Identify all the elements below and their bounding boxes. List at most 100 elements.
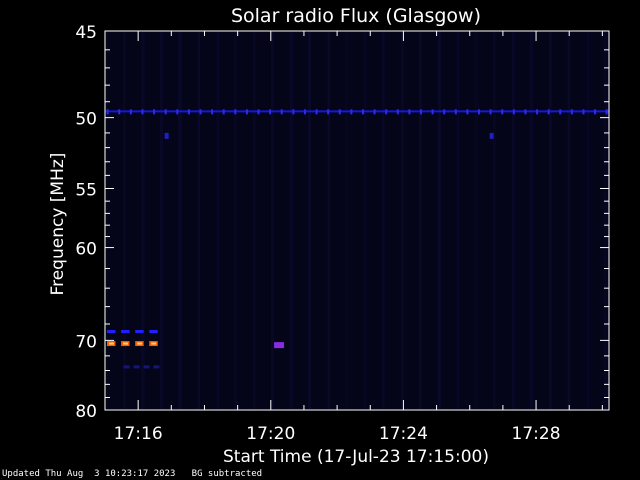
noise-stripe [606,32,607,409]
noise-stripe [549,32,550,409]
noise-stripe [329,32,330,409]
noise-stripe [162,32,163,409]
noise-stripe [568,32,569,409]
noise-stripe [366,32,367,409]
burst-segment [135,329,144,333]
persistent-line-tick [512,109,515,115]
emission-spot [274,342,285,349]
x-axis-label: Start Time (17-Jul-23 17:15:00) [223,447,489,467]
x-axis: 17:16 17:20 17:24 17:28 [114,31,603,444]
noise-stripe [401,32,402,409]
noise-stripe [383,32,384,409]
noise-stripe [124,32,125,409]
noise-stripe [364,32,365,409]
noise-stripe [495,32,496,409]
noise-stripe [456,32,457,409]
noise-stripe [327,32,328,409]
noise-stripe [216,32,217,409]
noise-stripe [234,32,235,409]
persistent-line-tick [524,109,527,115]
persistent-line-tick [199,109,202,115]
emission-spot [164,132,169,139]
x-tick-label: 17:20 [246,424,295,444]
persistent-line-tick [361,109,364,115]
noise-stripe [253,32,254,409]
persistent-line-tick [536,109,539,115]
noise-stripe [365,32,366,409]
persistent-line-tick [315,109,318,115]
noise-stripe [197,32,198,409]
burst-core [109,342,114,345]
noise-stripe [586,32,587,409]
noise-stripe [255,32,256,409]
persistent-line-tick [454,109,457,115]
noise-stripe [419,32,420,409]
y-axis-label: Frequency [MHz] [48,153,68,296]
persistent-line-tick [547,109,550,115]
noise-stripe [494,32,495,409]
burst-segment [143,365,150,369]
burst-core [137,342,143,345]
plot-background [105,31,609,410]
updated-timestamp: Updated Thu Aug 3 10:23:17 2023 [2,469,176,479]
noise-stripe [291,32,292,409]
persistent-line-tick [153,109,156,115]
persistent-line-tick [234,109,237,115]
noise-stripe [144,32,145,409]
noise-stripe [346,32,347,409]
persistent-line-tick [408,109,411,115]
noise-stripe [347,32,348,409]
y-tick-label: 70 [75,332,97,352]
noise-stripe [403,32,404,409]
persistent-line-tick [211,109,214,115]
noise-stripe [550,32,551,409]
noise-stripe [402,32,403,409]
noise-stripe [530,32,531,409]
noise-stripe [439,32,440,409]
noise-stripe [309,32,310,409]
y-axis: 45 50 55 60 70 80 [75,23,609,422]
persistent-line-tick [385,109,388,115]
x-tick-label: 17:28 [512,424,561,444]
persistent-line-tick [350,109,353,115]
noise-stripe [143,32,144,409]
noise-stripe [142,32,143,409]
plot-frame [104,30,610,411]
persistent-line-tick [187,109,190,115]
y-tick-label: 55 [75,181,97,201]
persistent-line-tick [338,109,341,115]
noise-stripe [217,32,218,409]
persistent-line-tick [559,109,562,115]
noise-stripe [292,32,293,409]
noise-stripe [290,32,291,409]
noise-stripe [345,32,346,409]
burst-segment [123,365,130,369]
noise-stripe [179,32,180,409]
persistent-line-tick [501,109,504,115]
noise-stripe [181,32,182,409]
y-tick-label: 50 [75,110,97,130]
noise-stripe [272,32,273,409]
noise-stripe [160,32,161,409]
persistent-line-tick [176,109,179,115]
noise-stripe [587,32,588,409]
persistent-line-tick [396,109,399,115]
noise-stripe [457,32,458,409]
persistent-line-tick [431,109,434,115]
noise-stripe [198,32,199,409]
bg-subtracted-note: BG subtracted [191,469,263,479]
y-tick-label: 45 [75,23,97,43]
x-tick-label: 17:16 [114,424,163,444]
noise-stripe [384,32,385,409]
noise-stripe [310,32,311,409]
noise-stripe [475,32,476,409]
noise-stripe [569,32,570,409]
burst-segment [153,365,160,369]
noise-stripe [513,32,514,409]
persistent-line-tick [582,109,585,115]
burst-segment [107,329,116,333]
burst-segment [149,329,158,333]
noise-stripe [440,32,441,409]
noise-stripe [532,32,533,409]
